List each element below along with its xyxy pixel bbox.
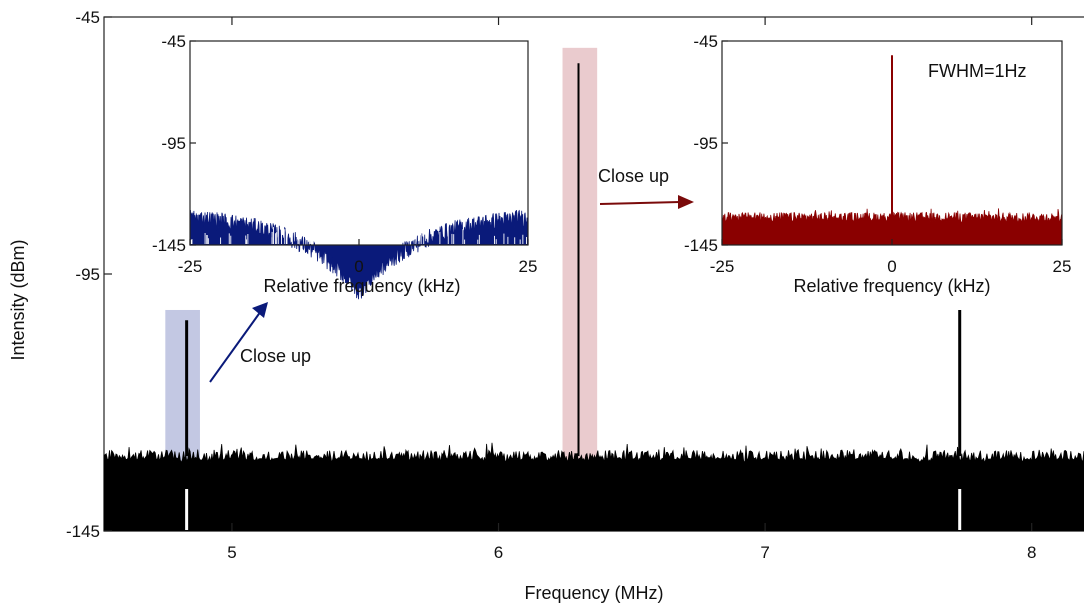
inset-left-x-ticks: -25 0 25 bbox=[178, 239, 538, 276]
inset-left-x-axis-label: Relative frequency (kHz) bbox=[263, 276, 460, 296]
inset-left-y-tick-label: -145 bbox=[152, 236, 186, 255]
inset-right-y-ticks: -145 -95 -45 bbox=[684, 32, 728, 255]
main-y-tick-label: -95 bbox=[75, 265, 100, 284]
inset-left-background bbox=[190, 41, 528, 245]
main-x-tick-label: 7 bbox=[760, 543, 769, 562]
close-up-arrow-right bbox=[599, 201, 681, 205]
main-spectrum-trace bbox=[103, 442, 1084, 532]
inset-left-x-tick-label: 0 bbox=[354, 257, 363, 276]
main-x-tick-label: 5 bbox=[227, 543, 236, 562]
highlight-box-1 bbox=[562, 47, 598, 490]
main-plot: 5 6 7 8 -145 -95 -45 Frequency (MHz) Int… bbox=[8, 8, 1084, 603]
close-up-label-left: Close up bbox=[240, 346, 311, 366]
main-y-ticks: -145 -95 -45 bbox=[66, 8, 112, 541]
main-y-tick-label: -45 bbox=[75, 8, 100, 27]
main-highlights bbox=[165, 47, 598, 490]
main-y-tick-label: -145 bbox=[66, 522, 100, 541]
inset-left: -25 0 25 -145 -95 -45 Relative frequency… bbox=[152, 32, 538, 300]
inset-left-x-tick-label: -25 bbox=[178, 257, 203, 276]
close-up-arrow-left bbox=[209, 310, 262, 383]
fwhm-annotation: FWHM=1Hz bbox=[928, 61, 1027, 81]
notch-0 bbox=[185, 489, 189, 530]
close-up-arrowhead-left bbox=[252, 302, 268, 318]
main-y-axis-label: Intensity (dBm) bbox=[8, 239, 28, 360]
close-up-annotations: Close up Close up bbox=[209, 166, 694, 383]
inset-right-x-tick-label: -25 bbox=[710, 257, 735, 276]
close-up-arrowhead-right bbox=[678, 195, 694, 209]
inset-right-y-tick-label: -145 bbox=[684, 236, 718, 255]
inset-left-y-tick-label: -95 bbox=[161, 134, 186, 153]
main-peaks bbox=[185, 63, 962, 457]
main-x-tick-label: 8 bbox=[1027, 543, 1036, 562]
inset-left-trace bbox=[189, 209, 529, 300]
inset-right-x-axis-label: Relative frequency (kHz) bbox=[793, 276, 990, 296]
notch-1 bbox=[958, 489, 962, 530]
inset-right-x-tick-label: 0 bbox=[887, 257, 896, 276]
inset-right-y-tick-label: -95 bbox=[693, 134, 718, 153]
inset-left-y-ticks: -145 -95 -45 bbox=[152, 32, 196, 255]
inset-right-y-tick-label: -45 bbox=[693, 32, 718, 51]
main-x-tick-label: 6 bbox=[494, 543, 503, 562]
inset-left-notches bbox=[190, 215, 527, 244]
inset-right-x-ticks: -25 0 25 bbox=[710, 239, 1072, 276]
main-x-axis-label: Frequency (MHz) bbox=[524, 583, 663, 603]
inset-right: -25 0 25 -145 -95 -45 Relative frequency… bbox=[684, 32, 1071, 296]
main-x-ticks: 5 6 7 8 bbox=[227, 17, 1036, 562]
inset-right-x-tick-label: 25 bbox=[1053, 257, 1072, 276]
close-up-label-right: Close up bbox=[598, 166, 669, 186]
inset-left-y-tick-label: -45 bbox=[161, 32, 186, 51]
inset-left-x-tick-label: 25 bbox=[519, 257, 538, 276]
main-notches bbox=[185, 489, 962, 530]
